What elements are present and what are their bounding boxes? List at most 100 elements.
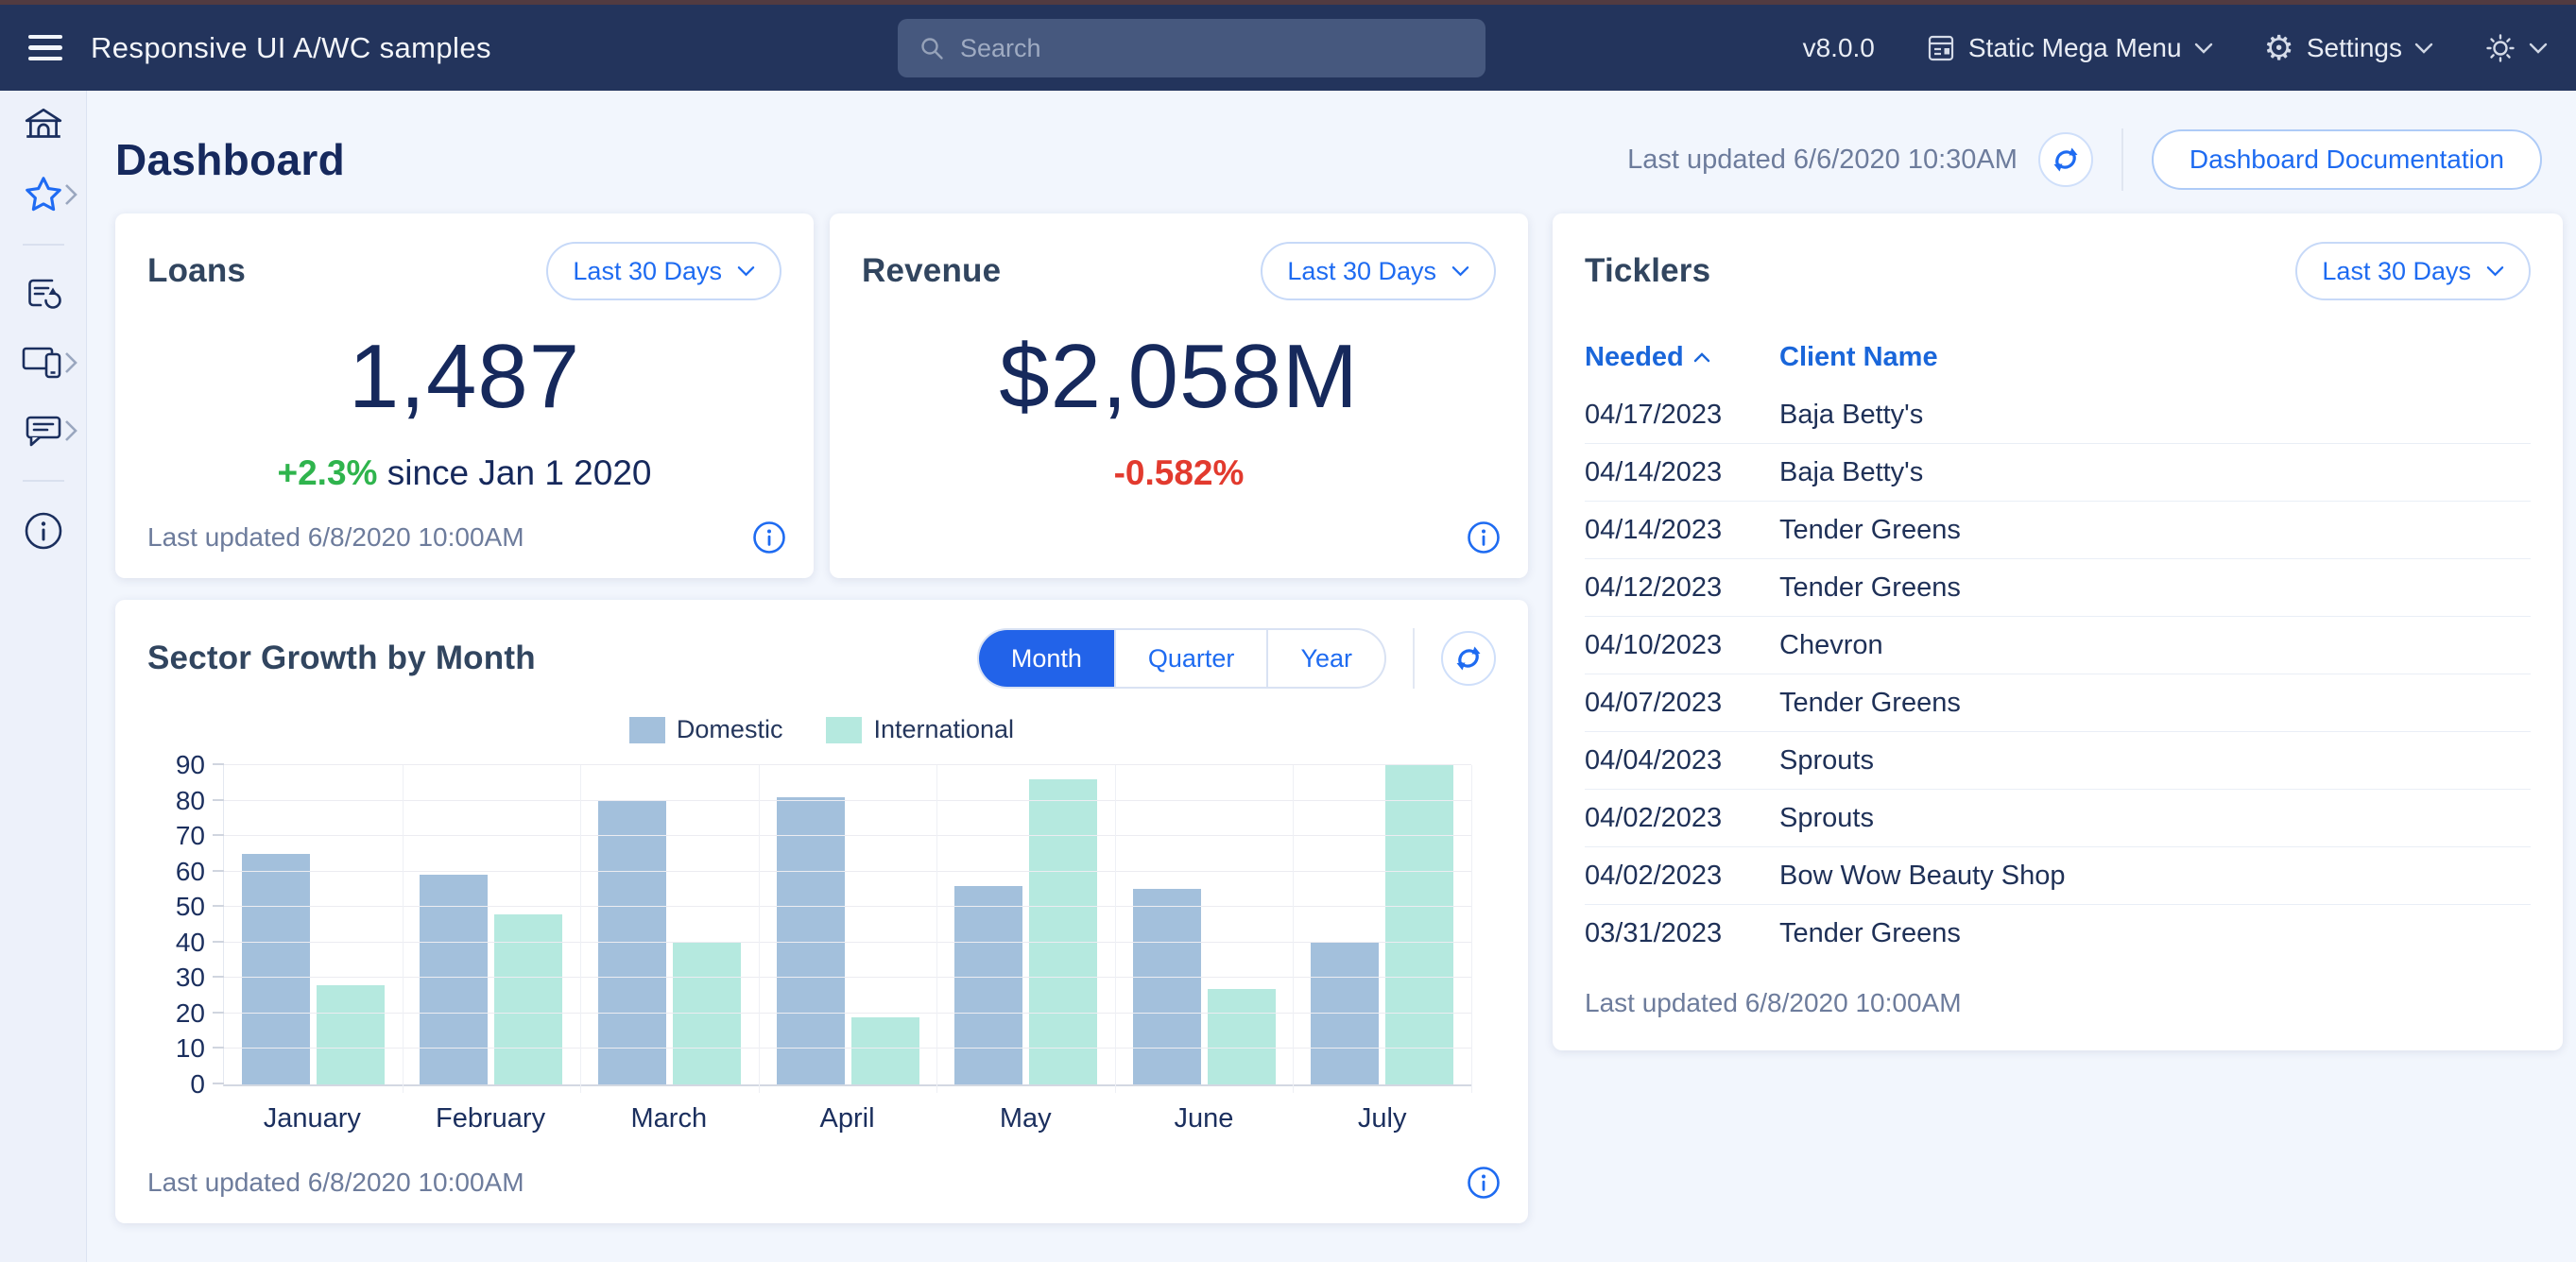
info-icon[interactable] — [1466, 1165, 1502, 1201]
refresh-icon — [1456, 646, 1481, 671]
sidebar-item-devices[interactable] — [0, 329, 87, 397]
international-bar-february[interactable] — [494, 913, 563, 1084]
client-name-cell: Baja Betty's — [1779, 456, 1924, 487]
sidebar-item-favorites[interactable] — [0, 161, 87, 229]
domestic-bar-march[interactable] — [597, 800, 666, 1084]
page-title: Dashboard — [115, 135, 345, 184]
chart-refresh-button[interactable] — [1441, 631, 1496, 686]
needed-date-cell: 04/04/2023 — [1585, 744, 1723, 776]
domestic-bar-january[interactable] — [241, 853, 310, 1084]
dashboard-documentation-button[interactable]: Dashboard Documentation — [2151, 129, 2542, 190]
domestic-bar-february[interactable] — [420, 875, 489, 1084]
chevron-down-icon — [2414, 43, 2433, 54]
ticklers-range-dropdown[interactable]: Last 30 Days — [2295, 242, 2531, 300]
y-axis-label: 30 — [175, 963, 205, 993]
x-axis-label: May — [999, 1103, 1052, 1134]
domestic-bar-may[interactable] — [954, 885, 1023, 1084]
bar-group-may — [936, 765, 1115, 1084]
sidebar-item-messages[interactable] — [0, 397, 87, 465]
chevron-right-icon — [62, 418, 79, 444]
international-bar-july[interactable] — [1385, 765, 1454, 1084]
header-divider — [2121, 128, 2123, 191]
chevron-down-icon — [1451, 265, 1469, 277]
y-axis-tick — [213, 940, 224, 943]
international-bar-june[interactable] — [1207, 988, 1276, 1084]
ticklers-column-client[interactable]: Client Name — [1779, 342, 1938, 372]
version-label: v8.0.0 — [1802, 32, 1875, 62]
chart-legend: Domestic International — [147, 715, 1496, 744]
legend-label: International — [873, 715, 1015, 743]
loans-delta-line: +2.3% since Jan 1 2020 — [147, 453, 781, 493]
needed-date-cell: 04/02/2023 — [1585, 802, 1723, 833]
table-row: 04/14/2023 Baja Betty's — [1585, 444, 2531, 502]
refresh-icon — [2053, 147, 2078, 172]
sidebar-item-forms[interactable] — [0, 261, 87, 329]
loans-delta: +2.3% — [277, 453, 378, 492]
loans-range-dropdown[interactable]: Last 30 Days — [546, 242, 781, 300]
star-icon — [23, 174, 64, 215]
v-gridline — [1293, 765, 1295, 1093]
revenue-range-label: Last 30 Days — [1287, 256, 1436, 285]
legend-item-domestic[interactable]: Domestic — [628, 715, 782, 744]
needed-date-cell: 04/14/2023 — [1585, 456, 1723, 487]
chat-icon — [23, 410, 64, 452]
loans-value: 1,487 — [348, 326, 581, 427]
loans-card-title: Loans — [147, 252, 247, 289]
ticklers-column-needed[interactable]: Needed — [1585, 342, 1779, 373]
h-gridline — [224, 906, 1471, 908]
table-row: 04/12/2023 Tender Greens — [1585, 559, 2531, 617]
devices-icon — [21, 343, 66, 383]
table-row: 04/07/2023 Tender Greens — [1585, 674, 2531, 732]
toggle-quarter[interactable]: Quarter — [1113, 630, 1267, 687]
info-icon — [23, 510, 64, 552]
bar-group-april — [759, 765, 937, 1084]
mega-menu-dropdown[interactable]: Static Mega Menu — [1926, 33, 2213, 63]
international-bar-march[interactable] — [672, 942, 741, 1084]
client-name-cell: Baja Betty's — [1779, 399, 1924, 430]
top-navbar: Responsive UI A/WC samples v8.0.0 Static… — [0, 5, 2576, 91]
y-axis-tick — [213, 1083, 224, 1084]
sidebar-item-about[interactable] — [0, 497, 87, 565]
chart-last-updated: Last updated 6/8/2020 10:00AM — [147, 1168, 524, 1197]
legend-swatch — [826, 716, 863, 743]
chevron-down-icon — [2486, 265, 2504, 277]
client-name-cell: Sprouts — [1779, 744, 1874, 776]
bar-group-july — [1293, 765, 1471, 1084]
sidebar-item-home[interactable] — [0, 93, 87, 161]
x-axis-label: February — [436, 1103, 546, 1134]
domestic-bar-april[interactable] — [776, 796, 845, 1084]
mega-menu-icon — [1926, 33, 1956, 63]
hamburger-menu-icon[interactable] — [28, 34, 62, 61]
toggle-month[interactable]: Month — [978, 630, 1114, 687]
search-input[interactable] — [960, 33, 1465, 63]
y-axis-label: 20 — [175, 998, 205, 1028]
gear-icon: ⚙ — [2263, 27, 2294, 67]
sort-ascending-icon — [1693, 352, 1710, 363]
domestic-bar-june[interactable] — [1132, 889, 1201, 1084]
table-row: 04/14/2023 Tender Greens — [1585, 502, 2531, 559]
revenue-value: $2,058M — [999, 326, 1359, 427]
theme-switcher-dropdown[interactable] — [2484, 32, 2548, 64]
client-name-cell: Tender Greens — [1779, 514, 1961, 545]
international-bar-april[interactable] — [850, 1016, 919, 1084]
y-axis-tick — [213, 834, 224, 837]
revenue-range-dropdown[interactable]: Last 30 Days — [1261, 242, 1496, 300]
y-axis-label: 80 — [175, 785, 205, 815]
y-axis-tick — [213, 1047, 224, 1049]
ticklers-table-body: 04/17/2023 Baja Betty's 04/14/2023 Baja Bet… — [1585, 386, 2531, 963]
info-icon[interactable] — [1466, 520, 1502, 555]
table-row: 04/02/2023 Sprouts — [1585, 790, 2531, 847]
international-bar-january[interactable] — [316, 984, 385, 1084]
loans-delta-suffix: since Jan 1 2020 — [386, 453, 652, 492]
legend-item-international[interactable]: International — [826, 715, 1014, 744]
refresh-button[interactable] — [2037, 132, 2093, 187]
search-box[interactable] — [898, 19, 1485, 77]
h-gridline — [224, 941, 1471, 943]
settings-dropdown[interactable]: ⚙ Settings — [2263, 27, 2433, 67]
h-gridline — [224, 1012, 1471, 1014]
info-icon[interactable] — [751, 520, 787, 555]
international-bar-may[interactable] — [1029, 779, 1098, 1084]
toggle-year[interactable]: Year — [1266, 630, 1384, 687]
domestic-bar-july[interactable] — [1311, 942, 1380, 1084]
bar-chart-plot: 0 10 20 30 40 50 60 70 80 90 — [176, 752, 1472, 1098]
